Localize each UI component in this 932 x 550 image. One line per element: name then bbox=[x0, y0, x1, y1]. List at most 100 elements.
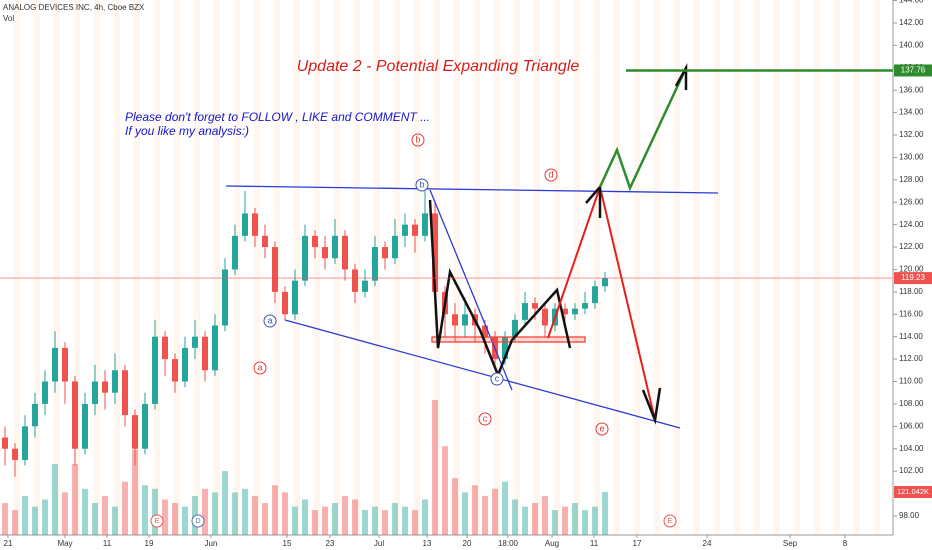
note: If you like my analysis:) bbox=[125, 124, 249, 138]
volume-bar bbox=[342, 495, 348, 535]
candle-body bbox=[562, 308, 568, 315]
candle-body bbox=[522, 303, 528, 320]
event-circle bbox=[663, 514, 677, 528]
volume-bar bbox=[212, 492, 218, 535]
candle-body bbox=[452, 314, 458, 326]
candle-body bbox=[382, 247, 388, 259]
wave-circle bbox=[253, 361, 267, 375]
candle-body bbox=[122, 370, 128, 416]
candle-body bbox=[362, 280, 368, 292]
event-circle bbox=[150, 514, 164, 528]
candle-body bbox=[462, 314, 468, 326]
wave-label: e bbox=[599, 423, 604, 433]
candle-body bbox=[572, 308, 578, 315]
y-tick-label: 108.00 bbox=[899, 399, 924, 408]
volume-bar bbox=[92, 503, 98, 535]
x-tick-label: Jul bbox=[374, 539, 384, 548]
y-tick-label: 128.00 bbox=[899, 175, 924, 184]
volume-bar bbox=[352, 499, 358, 535]
y-tick-label: 116.00 bbox=[899, 309, 923, 318]
wave-circle bbox=[478, 412, 492, 426]
y-tick-label: 132.00 bbox=[899, 130, 924, 139]
volume-bar bbox=[532, 503, 538, 535]
y-tick-label: 118.00 bbox=[899, 287, 923, 296]
candle-body bbox=[322, 247, 328, 259]
x-tick-label: Jun bbox=[205, 539, 218, 548]
x-tick-label: 13 bbox=[423, 539, 432, 548]
candle-body bbox=[172, 359, 178, 382]
candle-body bbox=[42, 381, 48, 404]
y-tick-label: 106.00 bbox=[899, 421, 924, 430]
volume-bar bbox=[322, 506, 328, 535]
candle-body bbox=[92, 381, 98, 404]
wave-label: a bbox=[257, 362, 262, 372]
volume-bar bbox=[292, 506, 298, 535]
y-tick-label: 142.00 bbox=[899, 18, 924, 27]
volume-bar bbox=[502, 481, 508, 535]
x-axis-bg bbox=[0, 535, 932, 550]
wave-circle bbox=[263, 314, 277, 328]
volume-tag-label: 121.042K bbox=[897, 487, 929, 496]
y-tick-label: 102.00 bbox=[899, 466, 924, 475]
candle-body bbox=[432, 213, 438, 292]
volume-bar bbox=[582, 510, 588, 535]
candle-body bbox=[282, 291, 288, 315]
wave-circle bbox=[544, 168, 558, 182]
volume-bar bbox=[72, 463, 78, 535]
x-tick-label: 21 bbox=[4, 539, 13, 548]
candle-body bbox=[422, 213, 428, 236]
candle-body bbox=[262, 235, 268, 248]
candle-body bbox=[182, 347, 188, 382]
volume-bar bbox=[382, 510, 388, 535]
candle-body bbox=[332, 235, 338, 259]
volume-bar bbox=[162, 499, 168, 535]
volume-bar bbox=[222, 471, 228, 535]
volume-bar bbox=[592, 506, 598, 535]
volume-bar bbox=[172, 503, 178, 535]
y-tick-label: 112.00 bbox=[899, 354, 923, 363]
volume-bar bbox=[272, 485, 278, 535]
candle-body bbox=[342, 235, 348, 270]
volume-bar bbox=[22, 495, 28, 535]
volume-bar bbox=[442, 446, 448, 535]
y-tick-label: 120.00 bbox=[899, 265, 924, 274]
x-tick-label: 18:00 bbox=[498, 539, 519, 548]
volume-bar bbox=[542, 495, 548, 535]
event-label: E bbox=[668, 518, 673, 525]
volume-bar bbox=[452, 478, 458, 535]
volume-bar bbox=[282, 492, 288, 535]
x-tick-label: 20 bbox=[463, 539, 472, 548]
candle-body bbox=[12, 448, 18, 460]
candle-body bbox=[252, 213, 258, 236]
candle-body bbox=[32, 403, 38, 427]
candle-body bbox=[142, 403, 148, 449]
volume-bar bbox=[482, 495, 488, 535]
x-tick-label: 17 bbox=[633, 539, 642, 548]
volume-bar bbox=[2, 503, 8, 535]
wave-circle bbox=[411, 133, 425, 147]
x-tick-label: Sep bbox=[783, 539, 798, 548]
x-tick-label: 11 bbox=[590, 539, 599, 548]
volume-label: Vol bbox=[3, 14, 14, 23]
y-tick-label: 126.00 bbox=[899, 197, 924, 206]
candle-body bbox=[132, 415, 138, 449]
volume-bar bbox=[232, 492, 238, 535]
volume-bar bbox=[362, 510, 368, 535]
candle-body bbox=[542, 308, 548, 326]
x-tick-label: Aug bbox=[545, 539, 559, 548]
candle-body bbox=[512, 319, 518, 337]
drawings bbox=[225, 63, 719, 429]
candle-body bbox=[402, 224, 408, 236]
volume-bar bbox=[462, 492, 468, 535]
candle-body bbox=[62, 347, 68, 382]
x-tick-label: 15 bbox=[283, 539, 292, 548]
candle-body bbox=[392, 235, 398, 259]
volume-bar bbox=[152, 488, 158, 535]
candle-body bbox=[222, 269, 228, 326]
wave-label: a bbox=[267, 315, 272, 325]
wave-label: b bbox=[415, 134, 420, 144]
candle-body bbox=[22, 426, 28, 460]
candle-body bbox=[82, 403, 88, 449]
candle-body bbox=[242, 213, 248, 236]
volume-bar bbox=[122, 481, 128, 535]
